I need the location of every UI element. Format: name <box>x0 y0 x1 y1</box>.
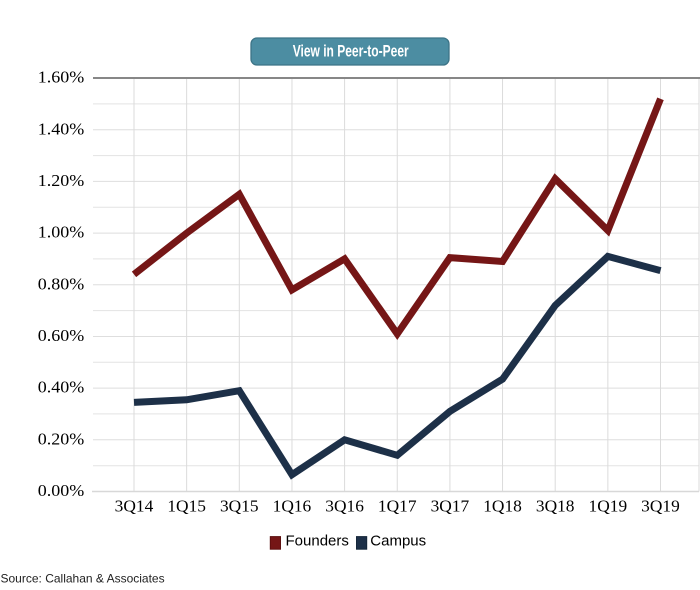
svg-text:3Q14: 3Q14 <box>115 497 154 516</box>
svg-text:Campus: Campus <box>370 532 426 549</box>
svg-text:1.40%: 1.40% <box>38 119 85 138</box>
svg-text:1Q15: 1Q15 <box>167 497 206 516</box>
svg-text:1.20%: 1.20% <box>38 171 85 190</box>
svg-text:1Q16: 1Q16 <box>273 497 312 516</box>
svg-text:3Q19: 3Q19 <box>641 497 680 516</box>
svg-text:3Q18: 3Q18 <box>536 497 575 516</box>
svg-text:1Q17: 1Q17 <box>378 497 417 516</box>
svg-text:0.40%: 0.40% <box>38 378 85 397</box>
svg-text:View in Peer-to-Peer: View in Peer-to-Peer <box>293 41 409 60</box>
svg-text:3Q15: 3Q15 <box>220 497 259 516</box>
svg-text:1Q19: 1Q19 <box>589 497 628 516</box>
svg-text:0.20%: 0.20% <box>38 429 85 448</box>
svg-text:1.60%: 1.60% <box>38 68 85 87</box>
svg-text:1.00%: 1.00% <box>38 223 85 242</box>
svg-text:3Q17: 3Q17 <box>431 497 470 516</box>
svg-text:Founders: Founders <box>286 532 349 549</box>
svg-text:Source: Callahan & Associates: Source: Callahan & Associates <box>1 571 165 585</box>
svg-text:0.80%: 0.80% <box>38 274 85 293</box>
svg-text:0.00%: 0.00% <box>38 481 85 500</box>
svg-text:0.60%: 0.60% <box>38 326 85 345</box>
svg-text:3Q16: 3Q16 <box>325 497 364 516</box>
svg-text:1Q18: 1Q18 <box>483 497 522 516</box>
